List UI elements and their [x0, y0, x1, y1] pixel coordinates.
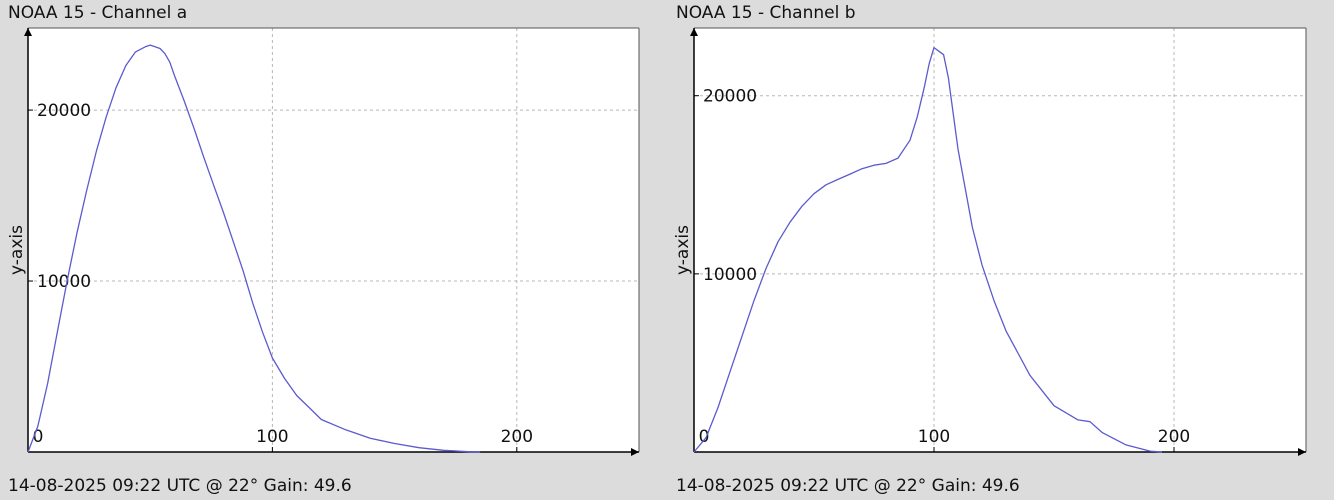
- chart-panel-channel-b: NOAA 15 - Channel b 0 100 200 10000 20000 y-a…: [668, 0, 1308, 500]
- chart-footer: 14-08-2025 09:22 UTC @ 22° Gain: 49.6: [8, 476, 352, 496]
- y-axis-arrow: [24, 28, 32, 36]
- plot-background: [28, 28, 639, 452]
- x-tick-label: 200: [1158, 427, 1190, 447]
- plot-background: [694, 28, 1306, 452]
- y-tick-label: 20000: [703, 87, 757, 107]
- x-axis-arrow: [1298, 448, 1306, 456]
- chart-footer: 14-08-2025 09:22 UTC @ 22° Gain: 49.6: [676, 476, 1020, 496]
- y-axis-label: y-axis: [7, 225, 27, 275]
- y-axis-label: y-axis: [673, 225, 693, 275]
- x-tick-label: 100: [256, 427, 288, 447]
- y-tick-label: 10000: [37, 272, 91, 292]
- x-tick-label: 0: [699, 427, 710, 447]
- x-tick-label: 0: [33, 427, 44, 447]
- series-line: [27, 44, 481, 453]
- chart-title: NOAA 15 - Channel b: [676, 3, 856, 23]
- x-tick-label: 200: [501, 427, 533, 447]
- chart-plot-area: 0 100 200 10000 20000 y-axis: [7, 27, 640, 456]
- chart-panel-channel-a: NOAA 15 - Channel a 0 100 200 10000 20000 y-a…: [0, 0, 640, 500]
- y-tick-label: 20000: [37, 101, 91, 121]
- y-tick-label: 10000: [703, 265, 757, 285]
- x-tick-label: 100: [918, 427, 950, 447]
- y-axis-arrow: [690, 28, 698, 36]
- chart-title: NOAA 15 - Channel a: [8, 3, 188, 23]
- x-axis-arrow: [631, 448, 639, 456]
- series-line: [693, 46, 1163, 453]
- chart-plot-area: 0 100 200 10000 20000 y-axis: [673, 27, 1307, 456]
